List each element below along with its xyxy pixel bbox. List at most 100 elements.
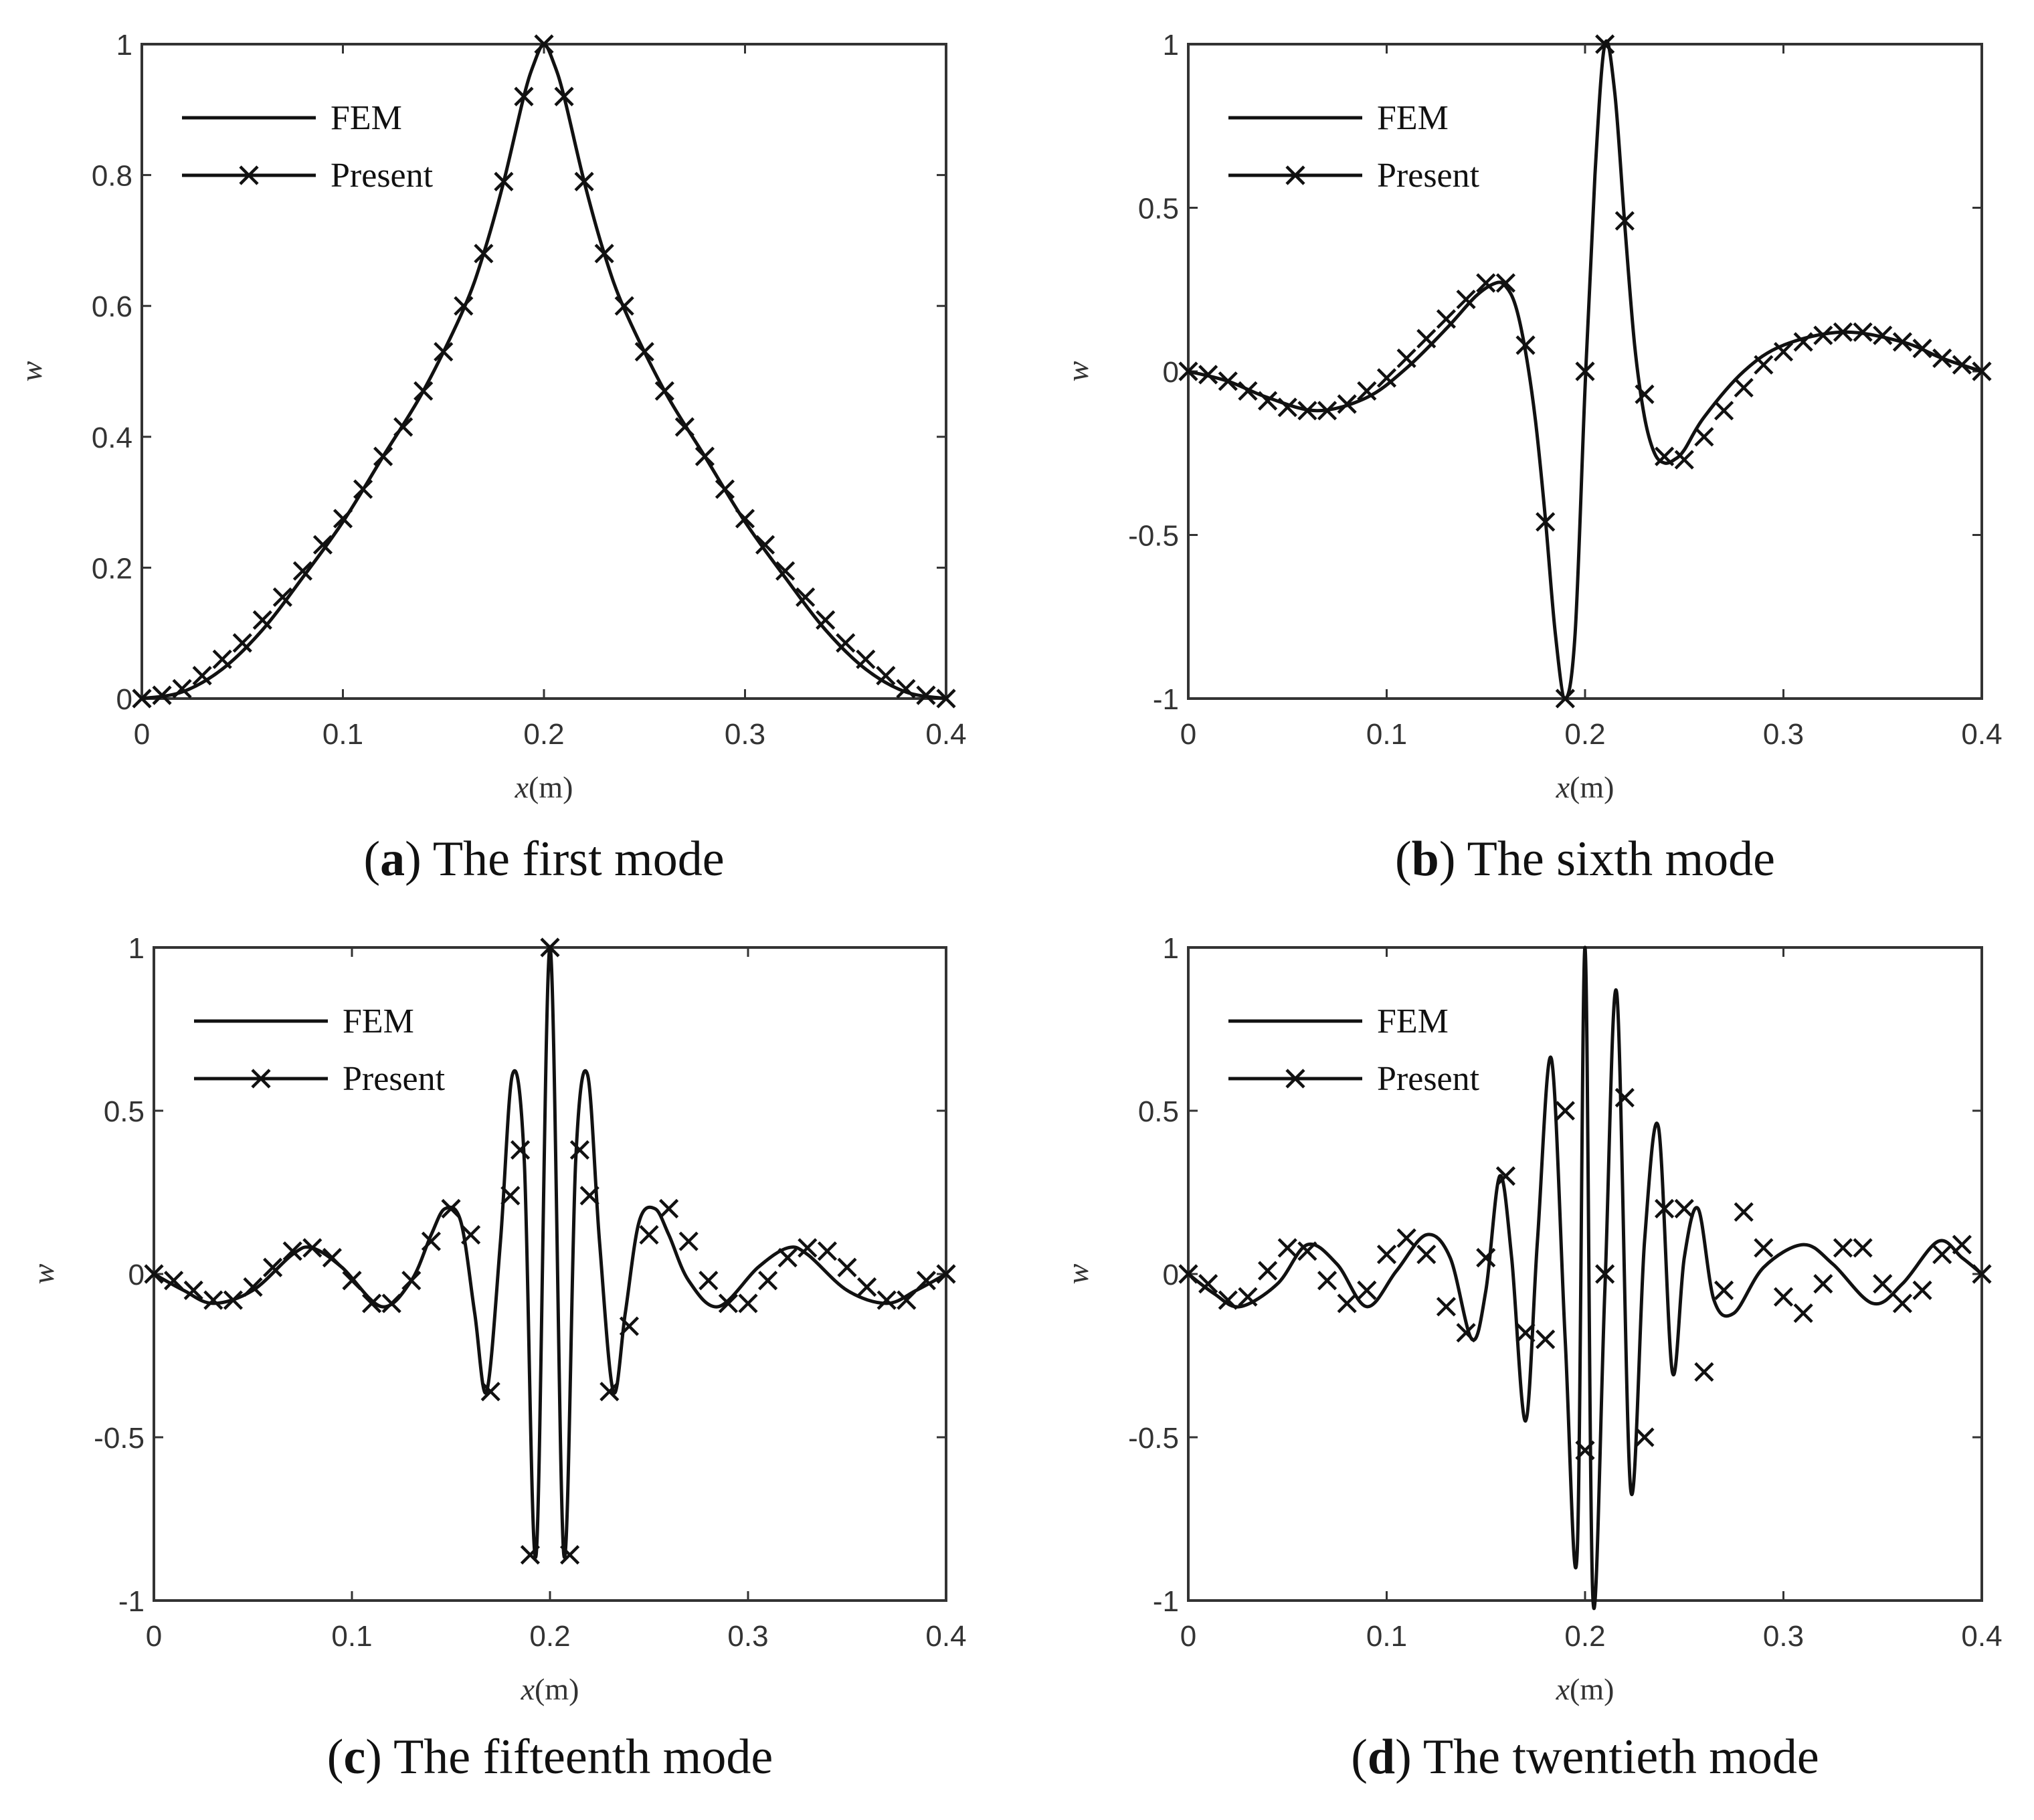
- present-data-point: [1694, 427, 1714, 447]
- present-data-point: [1952, 1235, 1972, 1255]
- y-tick-label: 0.8: [92, 160, 132, 193]
- present-data-point: [1595, 34, 1615, 54]
- fem-series-line: [1188, 39, 1982, 701]
- present-data-point: [1357, 1280, 1377, 1300]
- present-data-point: [1714, 401, 1734, 421]
- legend-present-label: Present: [1377, 1060, 1480, 1098]
- x-tick-label: 0.4: [925, 718, 966, 751]
- present-data-point: [342, 1271, 362, 1291]
- present-data-point: [1754, 1238, 1774, 1258]
- x-tick-label: 0: [1180, 1620, 1196, 1653]
- x-tick-label: 0.3: [1763, 1620, 1804, 1653]
- x-tick-label: 0.4: [1961, 1620, 2002, 1653]
- present-data-point: [454, 296, 474, 316]
- present-data-point: [897, 1290, 917, 1310]
- present-data-point: [1892, 332, 1912, 352]
- present-data-point: [1297, 1241, 1317, 1261]
- present-data-point: [1813, 1274, 1833, 1294]
- present-data-point: [1892, 1293, 1912, 1313]
- x-axis-variable: x: [521, 1672, 535, 1706]
- present-data-point: [1873, 325, 1893, 345]
- x-axis-label: x(m): [515, 770, 573, 804]
- y-tick-label: 1: [128, 932, 145, 965]
- present-data-point: [322, 1248, 342, 1268]
- present-data-point: [183, 1280, 203, 1300]
- legend-present-marker: [239, 165, 259, 185]
- present-data-point: [1853, 1238, 1873, 1258]
- present-data-point: [1813, 325, 1833, 345]
- present-data-point: [755, 535, 775, 555]
- fem-series-line: [1187, 945, 1983, 1610]
- present-data-point: [1277, 1238, 1297, 1258]
- present-data-point: [192, 666, 212, 686]
- present-data-point: [678, 1231, 699, 1251]
- present-data-point: [1495, 273, 1515, 293]
- present-data-point: [1555, 689, 1575, 709]
- present-data-point: [1614, 1087, 1635, 1108]
- panel-c: 0 0.1 0.2 0.3 0.4 -1 -0.5 0 0.5 1 x(m) w FEM Present (…: [26, 932, 967, 1785]
- present-data-point: [1238, 1287, 1258, 1307]
- present-data-point: [1178, 1264, 1198, 1284]
- present-data-point: [1456, 289, 1476, 310]
- y-tick-label: 0: [1163, 1259, 1179, 1291]
- present-data-point: [735, 509, 755, 529]
- present-data-point: [1773, 342, 1794, 362]
- present-data-point: [876, 666, 896, 686]
- x-axis-unit: (m): [529, 770, 573, 804]
- present-data-point: [699, 1271, 719, 1291]
- x-tick-label: 0.1: [1366, 718, 1407, 751]
- x-tick-label: 0.2: [523, 718, 564, 751]
- present-data-point: [1555, 1101, 1575, 1121]
- present-data-point: [654, 381, 674, 401]
- panel-caption: (c) The fifteenth mode: [327, 1730, 773, 1785]
- present-data-point: [738, 1293, 758, 1313]
- present-data-point: [936, 689, 956, 709]
- present-data-point: [393, 417, 413, 437]
- present-data-point: [715, 479, 735, 499]
- present-data-point: [1317, 401, 1337, 421]
- y-tick-label: -0.5: [1128, 520, 1179, 553]
- x-tick-label: 0.1: [1366, 1620, 1407, 1653]
- caption-title: The twentieth mode: [1423, 1730, 1819, 1785]
- present-data-point: [302, 1238, 322, 1258]
- x-axis-label: x(m): [1556, 770, 1614, 804]
- present-data-point: [1674, 450, 1694, 470]
- present-data-point: [1515, 1323, 1536, 1343]
- present-data-point: [1297, 401, 1317, 421]
- present-data-point: [1396, 348, 1416, 369]
- present-data-point: [1754, 355, 1774, 375]
- present-data-point: [1694, 1362, 1714, 1382]
- present-data-point: [1575, 1440, 1595, 1461]
- present-data-point: [876, 1290, 897, 1310]
- y-tick-label: 1: [116, 29, 132, 62]
- present-data-point: [1376, 1245, 1397, 1265]
- present-data-point: [916, 685, 936, 705]
- legend-present-marker: [1285, 1069, 1305, 1089]
- panel-caption: (b) The sixth mode: [1395, 832, 1775, 887]
- x-axis-unit: (m): [535, 1672, 579, 1706]
- present-data-point: [252, 610, 272, 630]
- present-data-point: [1476, 273, 1496, 293]
- caption-letter: d: [1368, 1730, 1395, 1785]
- present-data-point: [1635, 384, 1655, 404]
- present-data-point: [223, 1290, 243, 1310]
- present-data-point: [263, 1257, 283, 1277]
- present-data-point: [619, 1316, 639, 1336]
- present-data-point: [1198, 1274, 1218, 1294]
- present-data-point: [511, 1140, 531, 1160]
- present-data-point: [1833, 1238, 1853, 1258]
- present-data-point: [1873, 1274, 1893, 1294]
- x-tick-label: 0: [146, 1620, 162, 1653]
- present-data-point: [401, 1271, 422, 1291]
- y-axis-label: w: [1060, 1263, 1095, 1284]
- present-data-point: [1416, 329, 1437, 349]
- y-tick-label: 0.6: [92, 290, 132, 323]
- present-data-point: [1734, 377, 1754, 398]
- present-data-point: [569, 1140, 589, 1160]
- present-data-point: [1773, 1287, 1794, 1307]
- present-data-point: [1833, 322, 1853, 342]
- present-data-point: [1515, 335, 1536, 355]
- x-tick-label: 0.4: [925, 1620, 966, 1653]
- present-data-point: [1337, 394, 1357, 414]
- present-data-point: [695, 446, 715, 466]
